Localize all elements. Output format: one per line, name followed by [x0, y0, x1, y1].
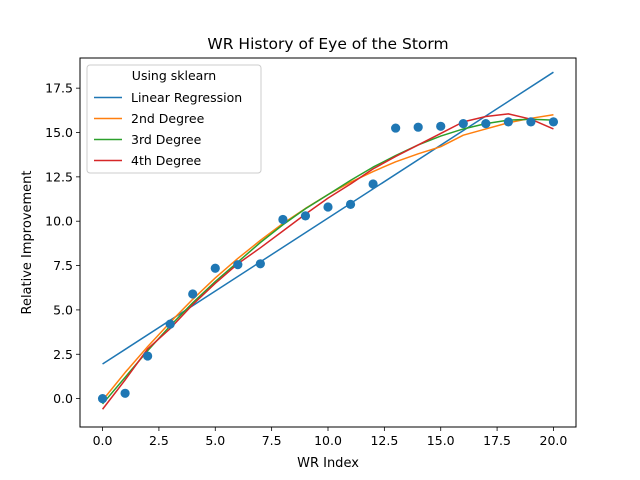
legend: Using sklearn Linear Regression 2nd Degre… — [86, 64, 262, 174]
y-tick-label: 10.0 — [45, 214, 73, 229]
legend-label: 3rd Degree — [131, 132, 202, 147]
y-tick-label: 0.0 — [53, 391, 73, 406]
legend-title: Using sklearn — [132, 68, 216, 83]
data-point — [255, 259, 265, 269]
data-point — [458, 119, 468, 129]
data-point — [278, 214, 288, 225]
x-tick-label: 15.0 — [427, 433, 455, 448]
x-tick-label: 0.0 — [93, 433, 113, 448]
series-line-4th-degree — [101, 113, 554, 410]
data-point — [97, 394, 108, 404]
x-tick-label: 20.0 — [540, 433, 568, 448]
data-point — [165, 319, 175, 329]
legend-label: 2nd Degree — [131, 111, 205, 126]
data-point — [188, 289, 198, 299]
data-point — [368, 179, 378, 189]
y-tick-label: 12.5 — [45, 169, 73, 184]
data-point — [526, 117, 536, 127]
x-tick-label: 7.5 — [262, 433, 282, 448]
data-point — [323, 202, 333, 212]
data-point — [481, 119, 491, 129]
plot-area — [97, 71, 559, 410]
data-point — [300, 211, 311, 221]
y-axis-label: Relative Improvement — [20, 170, 35, 314]
data-point — [413, 122, 423, 132]
data-point — [548, 117, 559, 127]
legend-label: Linear Regression — [131, 90, 242, 105]
x-axis-label: WR Index — [297, 456, 359, 471]
y-tick-label: 7.5 — [53, 258, 73, 273]
data-point — [503, 117, 513, 127]
data-point — [345, 199, 356, 209]
y-axis: 0.0 2.5 5.0 7.5 10.0 12.5 15.0 17.5 — [45, 81, 80, 406]
legend-entries: Linear Regression 2nd Degree 3rd Degree 4th… — [94, 90, 242, 168]
data-point — [233, 260, 243, 270]
legend-box — [86, 64, 262, 174]
data-point — [120, 388, 130, 398]
data-point — [436, 121, 446, 131]
x-tick-label: 2.5 — [149, 433, 169, 448]
x-tick-label: 12.5 — [370, 433, 398, 448]
series-line-3rd-degree — [101, 118, 554, 405]
y-tick-label: 17.5 — [45, 81, 73, 96]
x-axis: 0.0 2.5 5.0 7.5 10.0 12.5 15.0 17.5 20.0 — [93, 427, 568, 448]
legend-label: 4th Degree — [131, 153, 202, 168]
x-tick-label: 17.5 — [483, 433, 511, 448]
x-tick-label: 5.0 — [205, 433, 225, 448]
x-tick-label: 10.0 — [314, 433, 342, 448]
y-tick-label: 15.0 — [45, 125, 73, 140]
data-point — [391, 123, 401, 133]
data-point — [210, 263, 220, 273]
y-tick-label: 2.5 — [53, 347, 73, 362]
chart-title: WR History of Eye of the Storm — [207, 35, 448, 53]
data-point — [143, 351, 153, 361]
y-tick-label: 5.0 — [53, 302, 73, 317]
